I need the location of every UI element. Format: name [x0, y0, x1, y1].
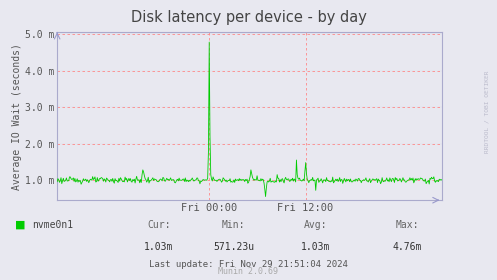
Text: Avg:: Avg:	[304, 220, 328, 230]
Text: nvme0n1: nvme0n1	[32, 220, 74, 230]
Text: ■: ■	[15, 220, 25, 230]
Text: 571.23u: 571.23u	[213, 242, 254, 252]
Y-axis label: Average IO Wait (seconds): Average IO Wait (seconds)	[12, 43, 22, 190]
Text: 1.03m: 1.03m	[144, 242, 174, 252]
Text: 4.76m: 4.76m	[393, 242, 422, 252]
Text: Cur:: Cur:	[147, 220, 171, 230]
Text: Min:: Min:	[222, 220, 246, 230]
Text: Munin 2.0.69: Munin 2.0.69	[219, 267, 278, 276]
Text: Disk latency per device - by day: Disk latency per device - by day	[131, 10, 366, 25]
Text: Last update: Fri Nov 29 21:51:04 2024: Last update: Fri Nov 29 21:51:04 2024	[149, 260, 348, 269]
Text: 1.03m: 1.03m	[301, 242, 331, 252]
Text: Max:: Max:	[396, 220, 419, 230]
Text: RRDTOOL / TOBI OETIKER: RRDTOOL / TOBI OETIKER	[485, 71, 490, 153]
